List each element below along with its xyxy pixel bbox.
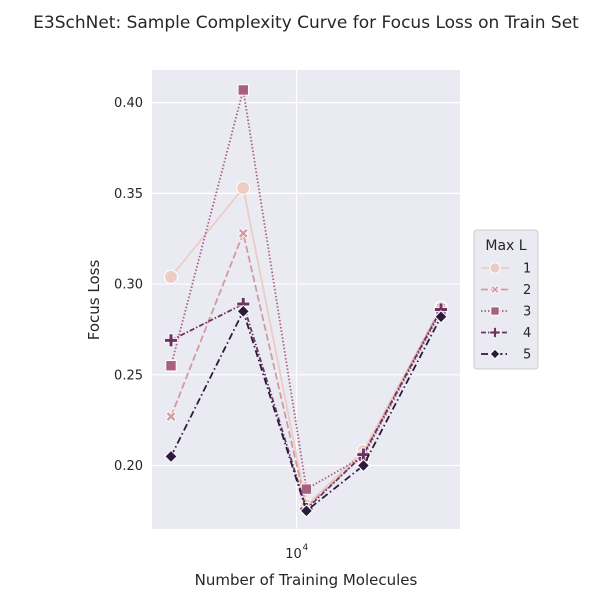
legend-item-4: 4: [481, 326, 531, 341]
legend-marker: [489, 262, 501, 274]
y-tick-labels: 0.20 0.25 0.30 0.35 0.40: [114, 96, 143, 474]
legend-items: 1 2 3 4 5: [481, 262, 531, 363]
legend-item-1: 1: [481, 262, 531, 277]
y-axis-label: Focus Loss: [85, 260, 103, 341]
data-point: [165, 360, 177, 372]
y-tick-label: 0.40: [114, 96, 143, 111]
legend-item-5: 5: [481, 348, 531, 363]
legend-item-2: 2: [481, 283, 531, 298]
data-point: [356, 458, 371, 473]
legend-label: 2: [523, 283, 531, 298]
grid-lines: [152, 70, 460, 529]
legend-label: 4: [523, 326, 531, 341]
y-tick-label: 0.20: [114, 459, 143, 474]
legend-item-3: 3: [481, 305, 531, 320]
x-tick-labels: 10 4: [285, 543, 308, 562]
y-tick-label: 0.35: [114, 187, 143, 202]
series-5: [164, 304, 448, 518]
legend-label: 3: [523, 305, 531, 320]
data-point: [165, 410, 177, 423]
x-tick-label: 10: [285, 547, 302, 562]
legend-marker: [490, 284, 500, 295]
data-point: [237, 227, 249, 239]
series-line-2: [170, 232, 442, 509]
data-point: [434, 310, 448, 324]
plot-area: [152, 70, 460, 529]
x-axis-label: Number of Training Molecules: [195, 571, 418, 589]
legend-marker: [489, 326, 501, 339]
legend: Max L 1 2 3 4 5: [473, 229, 539, 370]
legend-label: 5: [523, 348, 531, 363]
legend-title: Max L: [485, 238, 526, 254]
data-point: [237, 84, 249, 96]
legend-label: 1: [523, 262, 531, 277]
y-tick-label: 0.25: [114, 368, 143, 383]
chart-title: E3SchNet: Sample Complexity Curve for Fo…: [33, 13, 579, 33]
y-tick-label: 0.30: [114, 278, 143, 293]
data-point: [236, 304, 250, 318]
legend-marker: [489, 348, 501, 360]
data-point: [164, 449, 178, 464]
data-point: [299, 504, 314, 518]
data-point: [300, 483, 313, 495]
series-layer: [164, 84, 448, 518]
data-point: [164, 333, 178, 348]
x-tick-exponent: 4: [302, 543, 308, 553]
data-point: [164, 269, 179, 284]
data-point: [236, 180, 251, 195]
series-line-5: [170, 310, 442, 512]
legend-marker: [490, 306, 500, 316]
